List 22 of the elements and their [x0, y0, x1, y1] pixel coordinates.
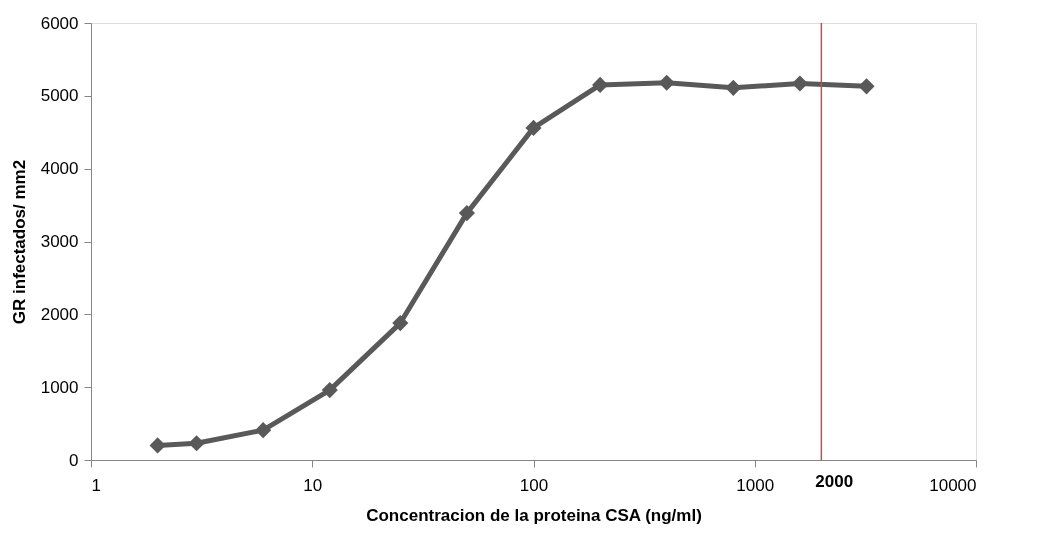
point: [458, 205, 475, 222]
x-tick-label: 1000: [736, 475, 775, 495]
x-tick-label: 10000: [929, 475, 977, 495]
point: [392, 315, 409, 332]
y-axis-title: GR infectados/ mm2: [9, 159, 29, 325]
point: [791, 75, 808, 92]
y-tick-label: 2000: [40, 304, 79, 324]
y-tick-label: 1000: [40, 377, 79, 397]
ref-line-label: 2000: [815, 472, 854, 491]
x-tick-label: 1: [91, 475, 101, 495]
y-tick-label: 0: [69, 450, 79, 470]
point: [658, 74, 675, 91]
point: [525, 119, 542, 136]
point: [858, 78, 875, 95]
y-tick-label: 6000: [40, 13, 79, 33]
x-tick-label: 100: [519, 475, 549, 495]
x-tick-label: 10: [303, 475, 323, 495]
x-axis-title: Concentracion de la proteina CSA (ng/ml): [366, 505, 702, 525]
y-tick-label: 4000: [40, 159, 79, 179]
y-tick-label: 5000: [40, 86, 79, 106]
y-tick-label: 3000: [40, 232, 79, 251]
point: [725, 79, 742, 96]
